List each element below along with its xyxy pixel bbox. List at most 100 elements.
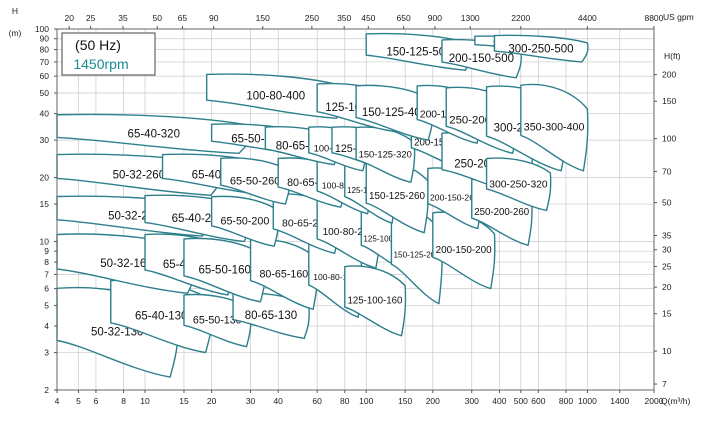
- y-tick-label: 5: [44, 300, 49, 310]
- pump-region: [210, 195, 280, 247]
- top-tick-label: 20: [64, 13, 74, 23]
- pump-region-label: 65-40-320: [128, 128, 180, 140]
- y-tick-label: 100: [35, 24, 49, 34]
- y-tick-label: 2: [44, 385, 49, 395]
- x-tick-label: 60: [312, 396, 322, 406]
- x-tick-label: 4: [55, 396, 60, 406]
- x-tick-label: 100: [359, 396, 373, 406]
- top-axis: 20 25 35 50 65 90 150 250 350 450 650 900 1300 2200 44…: [64, 13, 664, 29]
- x-tick-label: 15: [179, 396, 189, 406]
- pump-region-label: 50-32-130: [91, 326, 143, 338]
- x-tick-label: 2000: [645, 396, 664, 406]
- pump-region-label: 200-150-200: [436, 245, 493, 256]
- pump-region-label: 100-80-400: [246, 91, 305, 103]
- top-tick-label: 1300: [461, 13, 480, 23]
- x-tick-label: 8: [121, 396, 126, 406]
- top-tick-label: 450: [361, 13, 375, 23]
- pump-region-label: 125-100-160: [347, 295, 403, 306]
- x-tick-label: 30: [246, 396, 256, 406]
- pump-region: [493, 34, 589, 63]
- top-tick-label: 90: [209, 13, 219, 23]
- right-tick-label: 50: [662, 198, 672, 208]
- pump-region-label: 50-32-260: [113, 169, 165, 181]
- x-tick-label: 400: [492, 396, 506, 406]
- right-tick-label: 10: [662, 346, 672, 356]
- top-tick-label: 35: [118, 13, 128, 23]
- x-tick-label: 1000: [578, 396, 597, 406]
- pump-region-label: 125-100-200: [363, 234, 409, 243]
- x-tick-label: 40: [273, 396, 283, 406]
- bottom-axis: 4 5 6 8 10 15 20 30 40 60 80 100 150 200 300 400 500 600 8…: [55, 390, 664, 406]
- top-tick-label: 4400: [578, 13, 597, 23]
- right-tick-label: 30: [662, 245, 672, 255]
- x-tick-label: 80: [340, 396, 350, 406]
- pump-region-label: 65-50-200: [221, 216, 270, 228]
- pump-region-label: 150-125-400: [362, 107, 427, 119]
- y-tick-label: 10: [40, 236, 50, 246]
- subtitle-rpm: 1450rpm: [73, 56, 128, 72]
- y-tick-label: 7: [44, 269, 49, 279]
- y-tick-label: 70: [40, 57, 50, 67]
- x-tick-label: 500: [514, 396, 528, 406]
- pump-region-label: 65-50-160: [198, 264, 250, 276]
- pump-region: [344, 265, 407, 337]
- right-tick-label: 150: [662, 96, 676, 106]
- pump-region: [249, 238, 319, 310]
- pump-region: [220, 157, 291, 205]
- x-tick-label: 20: [207, 396, 217, 406]
- y-tick-label: 60: [40, 71, 50, 81]
- y-axis-label-h: H: [12, 6, 18, 16]
- right-tick-label: 20: [662, 282, 672, 292]
- top-tick-label: 8800: [644, 13, 663, 23]
- pump-region: [355, 84, 434, 141]
- top-axis-label: US gpm: [663, 12, 694, 22]
- x-tick-label: 800: [559, 396, 573, 406]
- y-axis-label-unit: (m): [9, 28, 22, 38]
- subtitle-box: [61, 32, 156, 76]
- y-tick-label: 6: [44, 284, 49, 294]
- pump-region: [232, 292, 310, 340]
- pump-regions: 50-32-130 65-40-130 65-50-130 80-65-130 50-3…: [56, 32, 589, 378]
- top-tick-label: 900: [428, 13, 442, 23]
- pump-region-label: 65-50-260: [230, 175, 281, 187]
- x-tick-label: 6: [94, 396, 99, 406]
- right-tick-label: 25: [662, 262, 672, 272]
- y-tick-label: 15: [40, 199, 50, 209]
- x-tick-label: 5: [76, 396, 81, 406]
- pump-region-label: 200-150-500: [449, 53, 514, 65]
- y-tick-label: 8: [44, 257, 49, 267]
- right-axis: 7 10 15 20 25 30 35 50 70 100 150 200: [654, 70, 676, 389]
- pump-region-label: 300-250-320: [489, 179, 548, 190]
- x-tick-label: 10: [140, 396, 150, 406]
- pump-region-label: 65-40-130: [135, 311, 187, 323]
- y-tick-label: 80: [40, 45, 50, 55]
- pump-region-label: 350-300-400: [524, 121, 585, 133]
- x-tick-label: 300: [465, 396, 479, 406]
- pump-region-label: 150-125-260: [369, 191, 426, 202]
- x-axis-label: Q(m³/h): [661, 396, 690, 406]
- pump-region-label: 250-200-260: [474, 207, 530, 218]
- right-tick-label: 35: [662, 231, 672, 241]
- x-tick-label: 1400: [610, 396, 629, 406]
- top-tick-label: 2200: [511, 13, 530, 23]
- x-tick-label: 600: [531, 396, 545, 406]
- pump-region-label: 80-65-160: [259, 268, 308, 280]
- pump-region-label: 150-125-500: [386, 47, 451, 59]
- right-tick-label: 70: [662, 167, 672, 177]
- y-tick-label: 4: [44, 321, 49, 331]
- plot-frame: [56, 28, 655, 391]
- pump-region-label: 150-125-320: [359, 148, 412, 159]
- pump-region-label: 150-125-200: [393, 250, 440, 259]
- right-axis-label: H(ft): [664, 51, 681, 61]
- top-tick-label: 150: [256, 13, 270, 23]
- pump-region-label: 80-65-130: [245, 310, 297, 322]
- y-tick-label: 9: [44, 246, 49, 256]
- y-tick-label: 40: [40, 109, 50, 119]
- right-tick-label: 100: [662, 134, 676, 144]
- pump-region-label: 65-40-200: [172, 213, 224, 225]
- y-tick-label: 50: [40, 88, 50, 98]
- pump-region-label: 100-80-160: [313, 272, 357, 282]
- right-tick-label: 15: [662, 309, 672, 319]
